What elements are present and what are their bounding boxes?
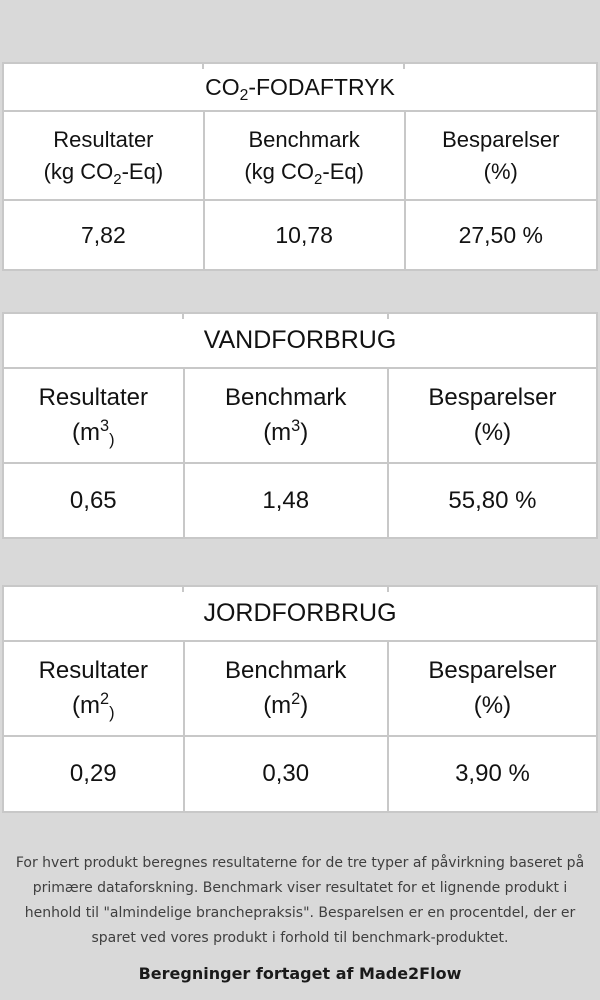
header-cell-resultater: Resultater (m2) [2, 640, 185, 737]
table-gap [0, 539, 600, 585]
table-row: Resultater (m3) Benchmark (m3) Besparelser… [2, 367, 599, 464]
header-unit: (m2) [72, 690, 115, 723]
header-cell-benchmark: Benchmark (m3) [182, 367, 389, 464]
header-cell-besparelser: Besparelser (%) [386, 640, 599, 737]
header-unit: (m2) [263, 690, 309, 719]
value-cell-besparelser: 3,90 % [386, 735, 599, 813]
header-cell-resultater: Resultater (m3) [2, 367, 185, 464]
table-row: CO2-FODAFTRYK [2, 62, 598, 112]
table-row: VANDFORBRUG [2, 312, 598, 369]
header-unit: (%) [483, 158, 518, 184]
header-unit: (kg CO2-Eq) [244, 158, 364, 188]
header-label: Besparelser [428, 383, 557, 411]
header-cell-resultater: Resultater (kg CO2-Eq) [2, 110, 205, 201]
value-cell-besparelser: 55,80 % [386, 462, 599, 539]
header-unit: (%) [473, 691, 512, 719]
header-label: Benchmark [225, 383, 347, 411]
value-cell-benchmark: 10,78 [202, 199, 406, 271]
table-gap [0, 271, 600, 312]
value-cell-resultater: 7,82 [2, 199, 205, 271]
header-label: Resultater [38, 383, 148, 411]
co2-table-title: CO2-FODAFTRYK [2, 62, 598, 112]
co2-footprint-table: CO2-FODAFTRYK Resultater (kg CO2-Eq) Benc… [2, 62, 599, 271]
footer-credit: Beregninger fortaget af Made2Flow [138, 963, 462, 983]
value-cell-resultater: 0,29 [2, 735, 185, 813]
top-spacer [0, 0, 600, 62]
water-usage-table: VANDFORBRUG Resultater (m3) Benchmark (m3)… [2, 312, 599, 539]
column-notch [201, 62, 204, 69]
header-unit: (kg CO2-Eq) [43, 158, 164, 188]
table-row: 0,29 0,30 3,90 % [2, 735, 599, 813]
header-label: Resultater [53, 126, 154, 152]
table-row: 0,65 1,48 55,80 % [2, 462, 599, 539]
header-label: Resultater [38, 656, 148, 684]
header-cell-besparelser: Besparelser (%) [386, 367, 599, 464]
value-cell-benchmark: 0,30 [182, 735, 389, 813]
column-notch [181, 585, 184, 592]
header-cell-besparelser: Besparelser (%) [403, 110, 599, 201]
header-cell-benchmark: Benchmark (kg CO2-Eq) [202, 110, 406, 201]
column-notch [387, 312, 390, 319]
land-table-title: JORDFORBRUG [2, 585, 598, 642]
value-cell-resultater: 0,65 [2, 462, 185, 539]
table-row: Resultater (kg CO2-Eq) Benchmark (kg CO2-E… [2, 110, 599, 201]
column-notch [387, 585, 390, 592]
water-table-title: VANDFORBRUG [2, 312, 598, 369]
header-unit: (%) [473, 418, 512, 446]
header-label: Benchmark [225, 656, 347, 684]
header-cell-benchmark: Benchmark (m2) [182, 640, 389, 737]
header-label: Besparelser [442, 126, 560, 152]
header-unit: (m3) [263, 417, 309, 446]
value-cell-benchmark: 1,48 [182, 462, 389, 539]
column-notch [181, 312, 184, 319]
column-notch [402, 62, 405, 69]
land-usage-table: JORDFORBRUG Resultater (m2) Benchmark (m2)… [2, 585, 599, 813]
header-unit: (m3) [72, 417, 115, 450]
table-row: JORDFORBRUG [2, 585, 598, 642]
value-cell-besparelser: 27,50 % [403, 199, 599, 271]
footer: For hvert produkt beregnes resultaterne … [0, 851, 600, 983]
table-row: 7,82 10,78 27,50 % [2, 199, 599, 271]
header-label: Besparelser [428, 656, 557, 684]
table-row: Resultater (m2) Benchmark (m2) Besparelser… [2, 640, 599, 737]
header-label: Benchmark [248, 126, 360, 152]
footer-description: For hvert produkt beregnes resultaterne … [15, 855, 585, 946]
